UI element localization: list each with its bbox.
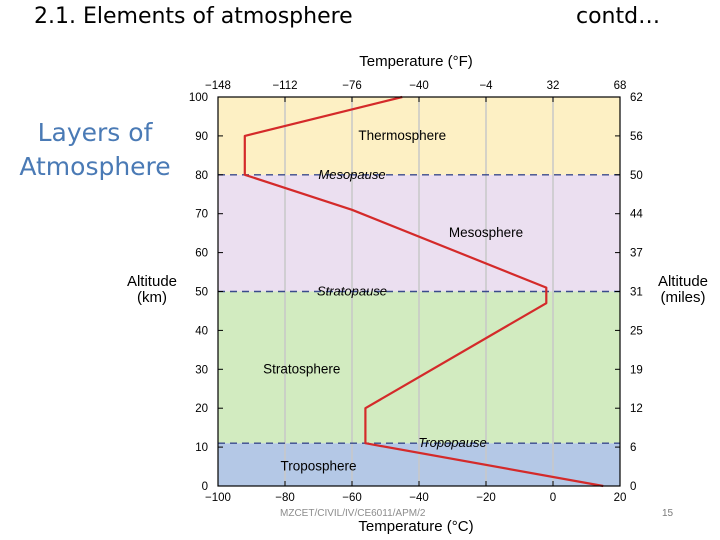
layer-label-mesosphere: Mesosphere	[449, 225, 523, 240]
side-heading: Layers of Atmosphere	[6, 116, 184, 184]
layer-label-troposphere: Troposphere	[280, 459, 356, 474]
tick-label-bottom: 20	[614, 492, 627, 504]
boundary-label-mesopause: Mesopause	[318, 167, 385, 182]
page-number: 15	[662, 508, 674, 519]
tick-label-left: 90	[195, 131, 208, 143]
tick-label-left: 10	[195, 442, 208, 454]
temperature-profile-line	[243, 95, 604, 488]
boundary-label-tropopause: Tropopause	[418, 435, 486, 450]
tick-label-top: 32	[547, 80, 560, 92]
bottom-axis-title: Temperature (°C)	[358, 518, 473, 535]
tick-label-left: 40	[195, 325, 208, 337]
tick-label-left: 20	[195, 403, 208, 415]
tick-label-right: 37	[630, 248, 643, 260]
footer-text: MZCET/CIVIL/IV/CE6011/APM/2	[280, 508, 426, 519]
tick-label-top: −112	[272, 80, 297, 92]
tick-label-right: 25	[630, 325, 643, 337]
tick-label-bottom: 0	[550, 492, 556, 504]
tick-label-top: −76	[342, 80, 362, 92]
slide-title: 2.1. Elements of atmosphere	[34, 4, 353, 29]
tick-label-left: 100	[189, 92, 208, 104]
axes	[217, 96, 621, 487]
tick-label-right: 12	[630, 403, 643, 415]
right-axis-title-line2: (miles)	[661, 289, 706, 306]
boundary-label-stratopause: Stratopause	[317, 284, 387, 299]
tick-label-right: 62	[630, 92, 643, 104]
tick-label-right: 0	[630, 481, 636, 493]
tick-label-right: 31	[630, 287, 643, 299]
tick-label-right: 50	[630, 170, 643, 182]
layer-label-stratosphere: Stratosphere	[263, 361, 340, 376]
layer-label-thermosphere: Thermosphere	[358, 128, 446, 143]
tick-label-bottom: −100	[205, 492, 231, 504]
slide-contd: contd…	[576, 4, 661, 29]
tick-label-bottom: −40	[409, 492, 429, 504]
tick-label-top: −40	[409, 80, 429, 92]
tick-label-left: 30	[195, 364, 208, 376]
temperature-profile	[243, 95, 604, 488]
tick-label-top: 68	[614, 80, 627, 92]
tick-label-top: −4	[479, 80, 493, 92]
right-axis-title-line1: Altitude	[658, 273, 708, 290]
tick-label-right: 56	[630, 131, 643, 143]
tick-label-left: 60	[195, 248, 208, 260]
left-axis-title-line2: (km)	[137, 289, 167, 306]
tick-label-left: 50	[195, 287, 208, 299]
side-heading-line2: Atmosphere	[19, 152, 171, 181]
tick-label-left: 70	[195, 209, 208, 221]
tick-label-left: 80	[195, 170, 208, 182]
tick-label-top: −148	[205, 80, 231, 92]
tick-label-left: 0	[202, 481, 208, 493]
tick-label-bottom: −20	[476, 492, 496, 504]
tick-label-right: 19	[630, 364, 643, 376]
tick-label-right: 6	[630, 442, 636, 454]
tick-label-bottom: −80	[275, 492, 295, 504]
tick-labels: −100 −80 −60 −40 −20 0 20−148 −112 −76 −40 −4 32 680…	[189, 80, 644, 504]
left-axis-title-line1: Altitude	[127, 273, 177, 290]
top-axis-title: Temperature (°F)	[359, 53, 473, 70]
tick-label-right: 44	[630, 209, 643, 221]
boundaries: Tropopause Stratopause Mesopause	[218, 167, 620, 450]
tick-label-bottom: −60	[342, 492, 362, 504]
side-heading-line1: Layers of	[37, 118, 153, 147]
layer-labels: Troposphere Stratosphere Mesosphere Thermos…	[263, 128, 523, 474]
